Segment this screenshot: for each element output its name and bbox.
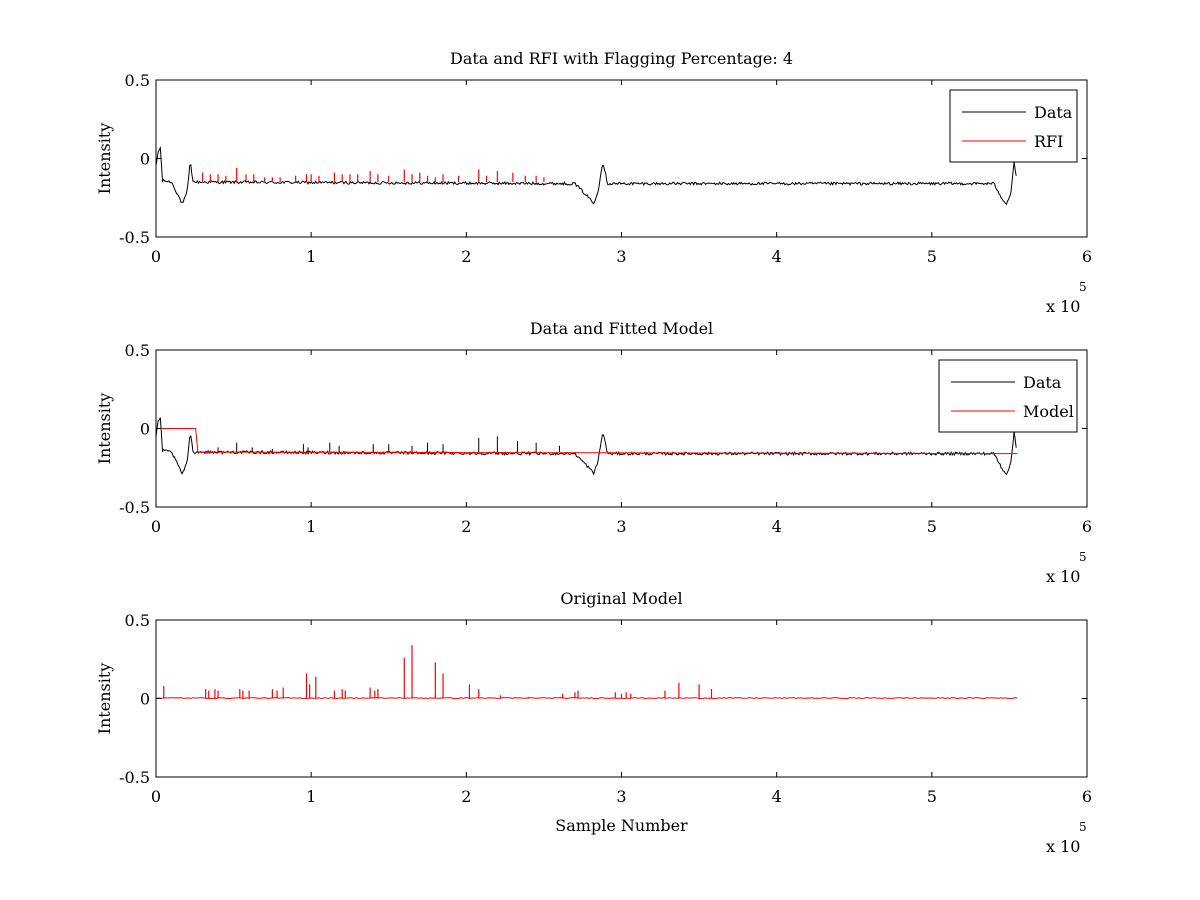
series-line-data (156, 145, 1017, 206)
x-multiplier: x 10 (1046, 567, 1080, 586)
chart-title: Original Model (560, 589, 682, 608)
legend-box (938, 359, 1078, 433)
legend: Data Model (938, 359, 1078, 433)
x-multiplier-exponent: 5 (1079, 280, 1087, 294)
x-tick-label: 1 (306, 787, 316, 806)
x-tick-label: 1 (306, 247, 316, 266)
plot-area (156, 645, 1018, 700)
x-tick-label: 2 (461, 247, 471, 266)
x-multiplier: x 10 (1046, 297, 1080, 316)
chart-title: Data and Fitted Model (530, 319, 713, 338)
x-tick-label: 6 (1082, 517, 1092, 536)
legend-box (949, 89, 1078, 163)
y-tick-label: -0.5 (119, 228, 150, 247)
legend: Data RFI (949, 89, 1078, 163)
x-tick-label: 0 (151, 517, 161, 536)
x-tick-label: 0 (151, 787, 161, 806)
legend-label: RFI (1034, 132, 1063, 151)
x-tick-label: 5 (927, 517, 937, 536)
plot-area (156, 145, 1017, 206)
series-baseline (156, 697, 1018, 700)
x-tick-label: 6 (1082, 247, 1092, 266)
x-tick-label: 4 (772, 787, 782, 806)
series-line-model (156, 428, 1018, 455)
legend-label: Data (1023, 373, 1062, 392)
y-tick-label: 0.5 (125, 71, 150, 90)
x-tick-label: 0 (151, 247, 161, 266)
chart-title: Data and RFI with Flagging Percentage: 4 (450, 49, 793, 68)
x-multiplier-exponent: 5 (1079, 550, 1087, 564)
axes-frame (155, 79, 1088, 238)
y-tick-label: -0.5 (119, 498, 150, 517)
axes-frame (155, 349, 1088, 508)
x-tick-label: 2 (461, 517, 471, 536)
x-tick-label: 3 (616, 517, 626, 536)
x-axis-label: Sample Number (555, 816, 688, 835)
y-axis-label: Intensity (95, 123, 114, 195)
x-tick-label: 4 (772, 247, 782, 266)
y-tick-label: 0.5 (125, 611, 150, 630)
x-tick-label: 5 (927, 247, 937, 266)
y-axis-label: Intensity (95, 393, 114, 465)
y-tick-label: 0 (140, 690, 150, 709)
y-tick-label: 0 (140, 150, 150, 169)
legend-label: Data (1034, 103, 1073, 122)
x-tick-label: 1 (306, 517, 316, 536)
y-tick-label: 0 (140, 420, 150, 439)
x-tick-label: 3 (616, 247, 626, 266)
legend-label: Model (1023, 402, 1074, 421)
y-tick-label: 0.5 (125, 341, 150, 360)
x-tick-label: 4 (772, 517, 782, 536)
x-tick-label: 3 (616, 787, 626, 806)
plot-area (156, 417, 1018, 476)
y-tick-label: -0.5 (119, 768, 150, 787)
x-tick-label: 2 (461, 787, 471, 806)
x-multiplier: x 10 (1046, 837, 1080, 856)
x-tick-label: 6 (1082, 787, 1092, 806)
y-axis-label: Intensity (95, 663, 114, 735)
x-tick-label: 5 (927, 787, 937, 806)
x-multiplier-exponent: 5 (1079, 820, 1087, 834)
